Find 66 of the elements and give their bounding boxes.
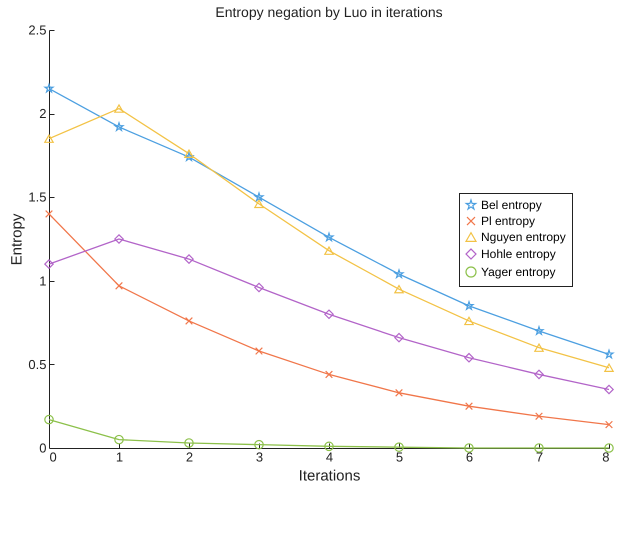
point [324, 232, 334, 242]
point [115, 282, 123, 290]
legend-label: Bel entropy [481, 198, 542, 212]
point [605, 420, 613, 429]
point [44, 84, 54, 93]
point [45, 210, 53, 218]
y-tick-label: 1 [39, 273, 46, 288]
x-tick-label: 4 [326, 450, 334, 464]
y-tick-label: 0.5 [28, 356, 46, 372]
legend-label: Nguyen entropy [481, 230, 566, 244]
point [44, 259, 54, 269]
point [534, 443, 544, 453]
point [464, 352, 474, 362]
legend-label: Pl entropy [481, 214, 536, 228]
x-tick-label: 2 [186, 450, 194, 464]
point [604, 364, 614, 372]
point [534, 370, 544, 380]
point [465, 402, 473, 410]
point [255, 347, 263, 355]
point [114, 122, 124, 131]
point [254, 440, 264, 450]
point [604, 384, 614, 394]
point [534, 326, 544, 335]
point [324, 246, 334, 255]
point [114, 234, 124, 244]
point [604, 350, 614, 358]
point [394, 269, 404, 278]
x-tick-label: 3 [256, 450, 264, 464]
point [184, 438, 194, 448]
point [324, 309, 334, 320]
point [325, 370, 333, 378]
point [114, 434, 124, 444]
legend-label: Hohle entropy [481, 247, 556, 262]
point [44, 414, 54, 424]
y-tick-label: 1.5 [28, 190, 46, 205]
point [254, 282, 264, 292]
point [324, 442, 334, 452]
point [184, 152, 194, 162]
x-tick-label: 0 [50, 450, 57, 464]
chart-title: Entropy negation by Luo in iterations [215, 4, 443, 20]
x-tick-label: 6 [466, 450, 474, 464]
point [464, 443, 474, 453]
y-axis-title: Entropy [8, 213, 26, 266]
y-tick-label: 2 [39, 106, 46, 122]
point [535, 412, 543, 420]
point [395, 388, 403, 397]
x-tick-label: 7 [536, 450, 544, 464]
x-tick-label: 8 [602, 450, 610, 464]
legend-label: Yager entropy [481, 265, 556, 280]
point [394, 332, 404, 342]
point [114, 104, 124, 113]
point [184, 150, 194, 158]
x-tick-label: 1 [116, 450, 124, 464]
point [254, 200, 264, 208]
point [394, 442, 404, 452]
point [534, 343, 544, 352]
point [44, 134, 54, 143]
x-axis-title: Iterations [298, 468, 360, 484]
point [185, 316, 193, 325]
point [464, 301, 474, 310]
point [184, 254, 194, 264]
point [394, 284, 404, 294]
point [464, 316, 474, 326]
x-tick-label: 5 [396, 450, 404, 464]
y-tick-label: 2.5 [28, 22, 46, 38]
point [254, 192, 264, 202]
